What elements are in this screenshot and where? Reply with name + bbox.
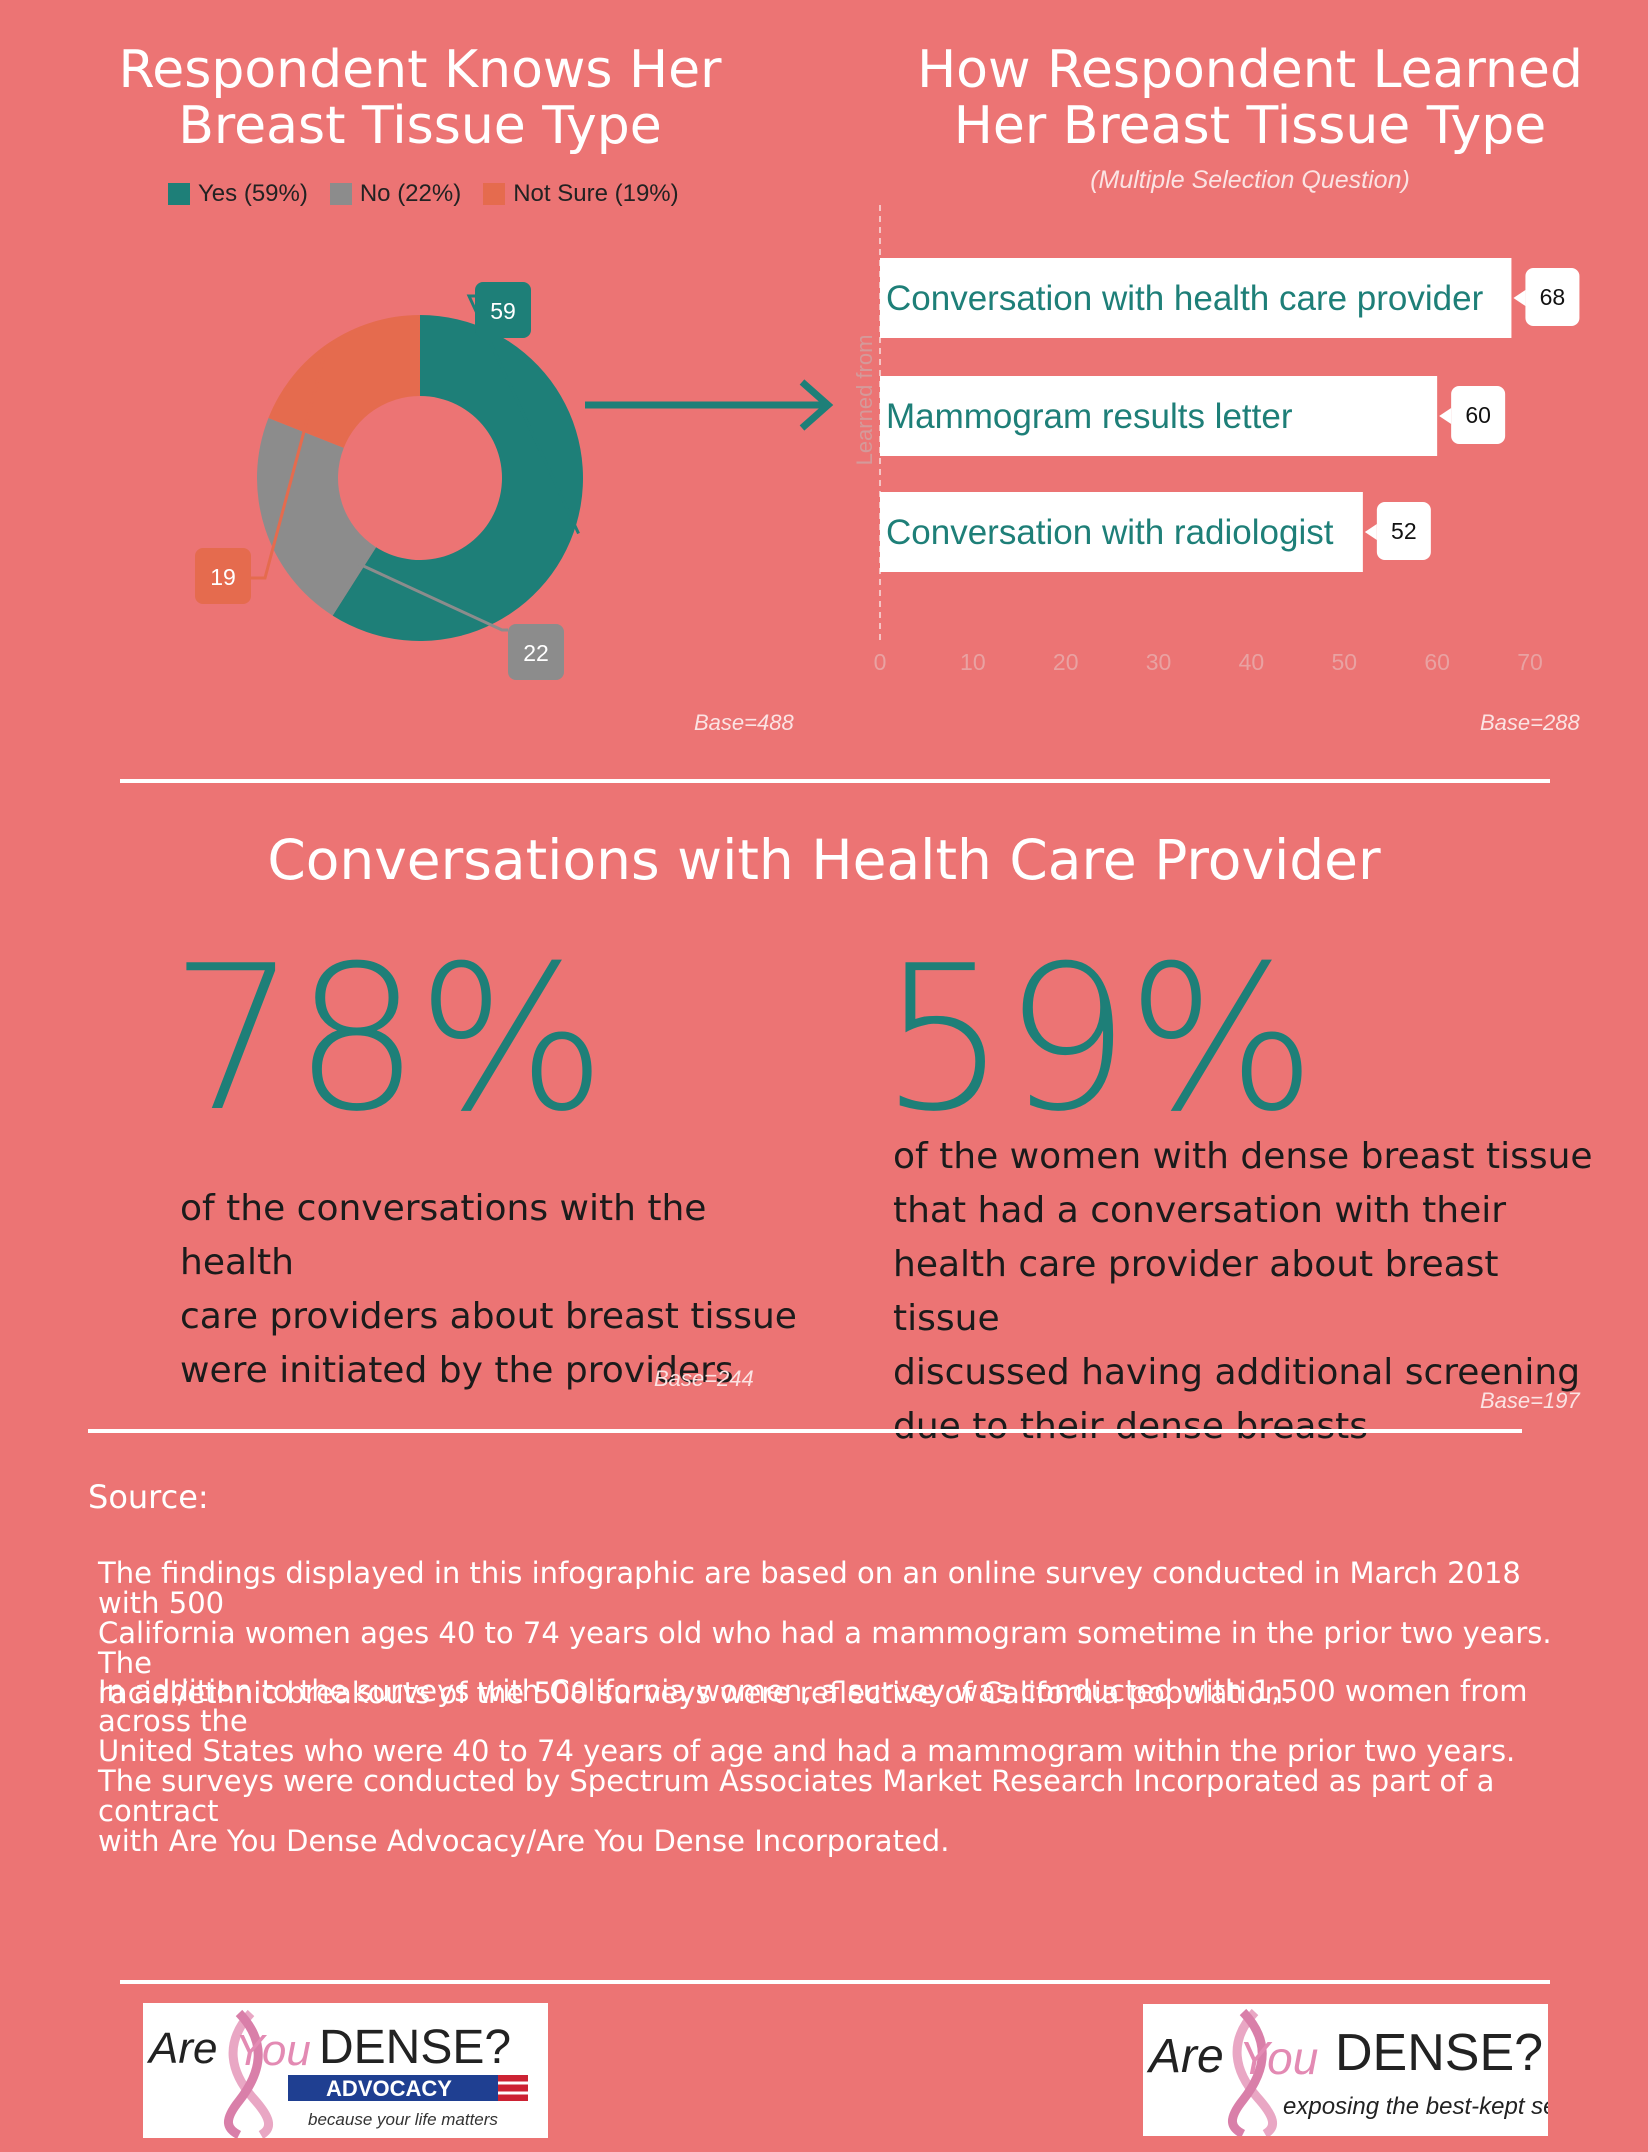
bar-data-label: 52 [1391, 518, 1417, 544]
bar-callout-box [1525, 268, 1580, 326]
donut-slice-no[interactable] [257, 417, 377, 616]
logo-are-you-dense[interactable]: Are You DENSE? exposing the best-kept se… [1143, 2004, 1615, 2139]
bar-callout-box [1376, 502, 1431, 560]
donut-base-note: Base=488 [694, 710, 794, 735]
logo-advocacy-word: ADVOCACY [326, 2076, 452, 2101]
bar-x-tick-label: 60 [1424, 649, 1450, 675]
legend-label-no: No (22%) [359, 180, 462, 207]
section-title: Conversations with Health Care Provider [267, 828, 1381, 892]
stat-59-line: that had a conversation with their [893, 1190, 1507, 1231]
bar-x-tick-label: 50 [1331, 649, 1357, 675]
divider-middle [88, 1429, 1522, 1433]
bar-x-tick-label: 30 [1146, 649, 1172, 675]
source-line: California women ages 40 to 74 years old… [98, 1616, 1552, 1680]
donut-callout-box [508, 624, 564, 680]
legend-swatch-yes [168, 183, 190, 205]
logo-advocacy-dense: DENSE? [319, 2021, 511, 2074]
legend-swatch-no [329, 183, 352, 205]
legend-item-no[interactable]: No (22%) [329, 180, 462, 208]
donut-callout-box [195, 548, 251, 604]
donut-callout-box [475, 282, 531, 338]
bar-data-label: 68 [1540, 284, 1566, 310]
stat-78-line: care providers about breast tissue [180, 1296, 797, 1337]
logo-dense-tagline: exposing the best-kept secret® [1283, 2093, 1548, 2120]
source-line: The surveys were conducted by Spectrum A… [98, 1764, 1495, 1828]
stat-59-base-note: Base=197 [1480, 1388, 1580, 1413]
bar-3[interactable] [880, 492, 1363, 572]
stat-59-line: discussed having additional screening [893, 1352, 1581, 1393]
donut-chart: 59 22 19 [195, 282, 583, 680]
stat-78-base-note: Base=244 [654, 1366, 754, 1391]
logo-advocacy[interactable]: Are You DENSE? ADVOCACY because your lif… [143, 2003, 548, 2140]
stat-78-value: 78% [170, 923, 607, 1156]
stat-78-line: of the conversations with the health [180, 1188, 707, 1283]
bar-category-label: Conversation with radiologist [886, 513, 1334, 552]
ribbon-icon: Are You DENSE? exposing the best-kept se… [1146, 2008, 1615, 2139]
legend-label-not-sure: Not Sure (19%) [513, 180, 679, 207]
source-line: with Are You Dense Advocacy/Are You Dens… [98, 1824, 950, 1858]
source-paragraph-3: The surveys were conducted by Spectrum A… [98, 1766, 1558, 1856]
bar-callout-box [1451, 386, 1506, 444]
bar-category-label: Conversation with health care provider [886, 279, 1484, 318]
donut-leader-line [251, 346, 328, 580]
bar-x-tick-label: 70 [1517, 649, 1543, 675]
source-line: In addition to the surveys with Californ… [98, 1674, 1528, 1738]
source-paragraph-2: In addition to the surveys with Californ… [98, 1676, 1558, 1766]
donut-leader-line [466, 294, 580, 535]
legend-item-yes[interactable]: Yes (59%) [168, 180, 308, 208]
bar-chart: Learned from Conversation with health car… [852, 205, 1580, 675]
logo-advocacy-you: You [235, 2026, 311, 2075]
arrow-icon [585, 379, 834, 431]
bar-category-label: Mammogram results letter [886, 397, 1293, 436]
stat-59-line: of the women with dense breast tissue [893, 1136, 1593, 1177]
stat-59-line: health care provider about breast tissue [893, 1244, 1499, 1339]
divider-bottom [120, 1980, 1550, 1984]
donut-data-label: 19 [210, 564, 236, 590]
bar-x-tick-label: 40 [1239, 649, 1265, 675]
source-label: Source: [88, 1478, 209, 1516]
logo-dense-you: You [1239, 2032, 1318, 2084]
bar-chart-subtitle: (Multiple Selection Question) [1090, 166, 1410, 194]
legend-item-not-sure[interactable]: Not Sure (19%) [483, 180, 679, 208]
legend-swatch-not-sure [483, 183, 506, 205]
source-line: racial/ethnic breakouts of the 500 surve… [98, 1676, 1293, 1710]
stat-59-line: due to their dense breasts [893, 1406, 1369, 1447]
donut-data-label: 59 [490, 298, 516, 324]
bar-1[interactable] [880, 258, 1512, 338]
donut-slice-not-sure[interactable] [268, 315, 420, 448]
bar-x-tick-label: 10 [960, 649, 986, 675]
bar-x-tick-label: 0 [874, 649, 887, 675]
stat-78-line: were initiated by the providers [180, 1350, 734, 1391]
logo-dense-are: Are [1146, 2030, 1224, 2083]
legend-label-yes: Yes (59%) [198, 180, 308, 207]
logo-dense-dense: DENSE? [1335, 2024, 1543, 2082]
stat-59-value: 59% [880, 923, 1317, 1156]
donut-chart-title: Respondent Knows Her Breast Tissue Type [118, 40, 722, 157]
bar-y-axis-label: Learned from [852, 335, 877, 466]
source-paragraph-1: The findings displayed in this infograph… [98, 1558, 1558, 1708]
logo-advocacy-are: Are [146, 2024, 217, 2073]
donut-leader-line [268, 521, 508, 632]
donut-slice-yes[interactable] [332, 315, 583, 641]
stat-59-description: of the women with dense breast tissue th… [893, 1130, 1613, 1454]
bar-chart-title: How Respondent Learned Her Breast Tissue… [917, 40, 1583, 157]
donut-legend: Yes (59%) No (22%) Not Sure (19%) [168, 180, 679, 208]
logo-advocacy-tagline: because your life matters [308, 2110, 498, 2129]
bar-callout-pointer [1439, 408, 1452, 424]
source-line: United States who were 40 to 74 years of… [98, 1734, 1516, 1768]
bar-x-tick-label: 20 [1053, 649, 1079, 675]
bar-base-note: Base=288 [1480, 710, 1580, 735]
bar-callout-pointer [1364, 524, 1377, 540]
bar-data-label: 60 [1465, 402, 1491, 428]
divider-top [120, 779, 1550, 783]
ribbon-icon: Are You DENSE? ADVOCACY because your lif… [146, 2009, 528, 2140]
bar-callout-pointer [1513, 290, 1526, 306]
stat-78-description: of the conversations with the health car… [180, 1182, 820, 1398]
source-line: The findings displayed in this infograph… [98, 1556, 1521, 1620]
donut-data-label: 22 [523, 640, 549, 666]
bar-2[interactable] [880, 376, 1438, 456]
